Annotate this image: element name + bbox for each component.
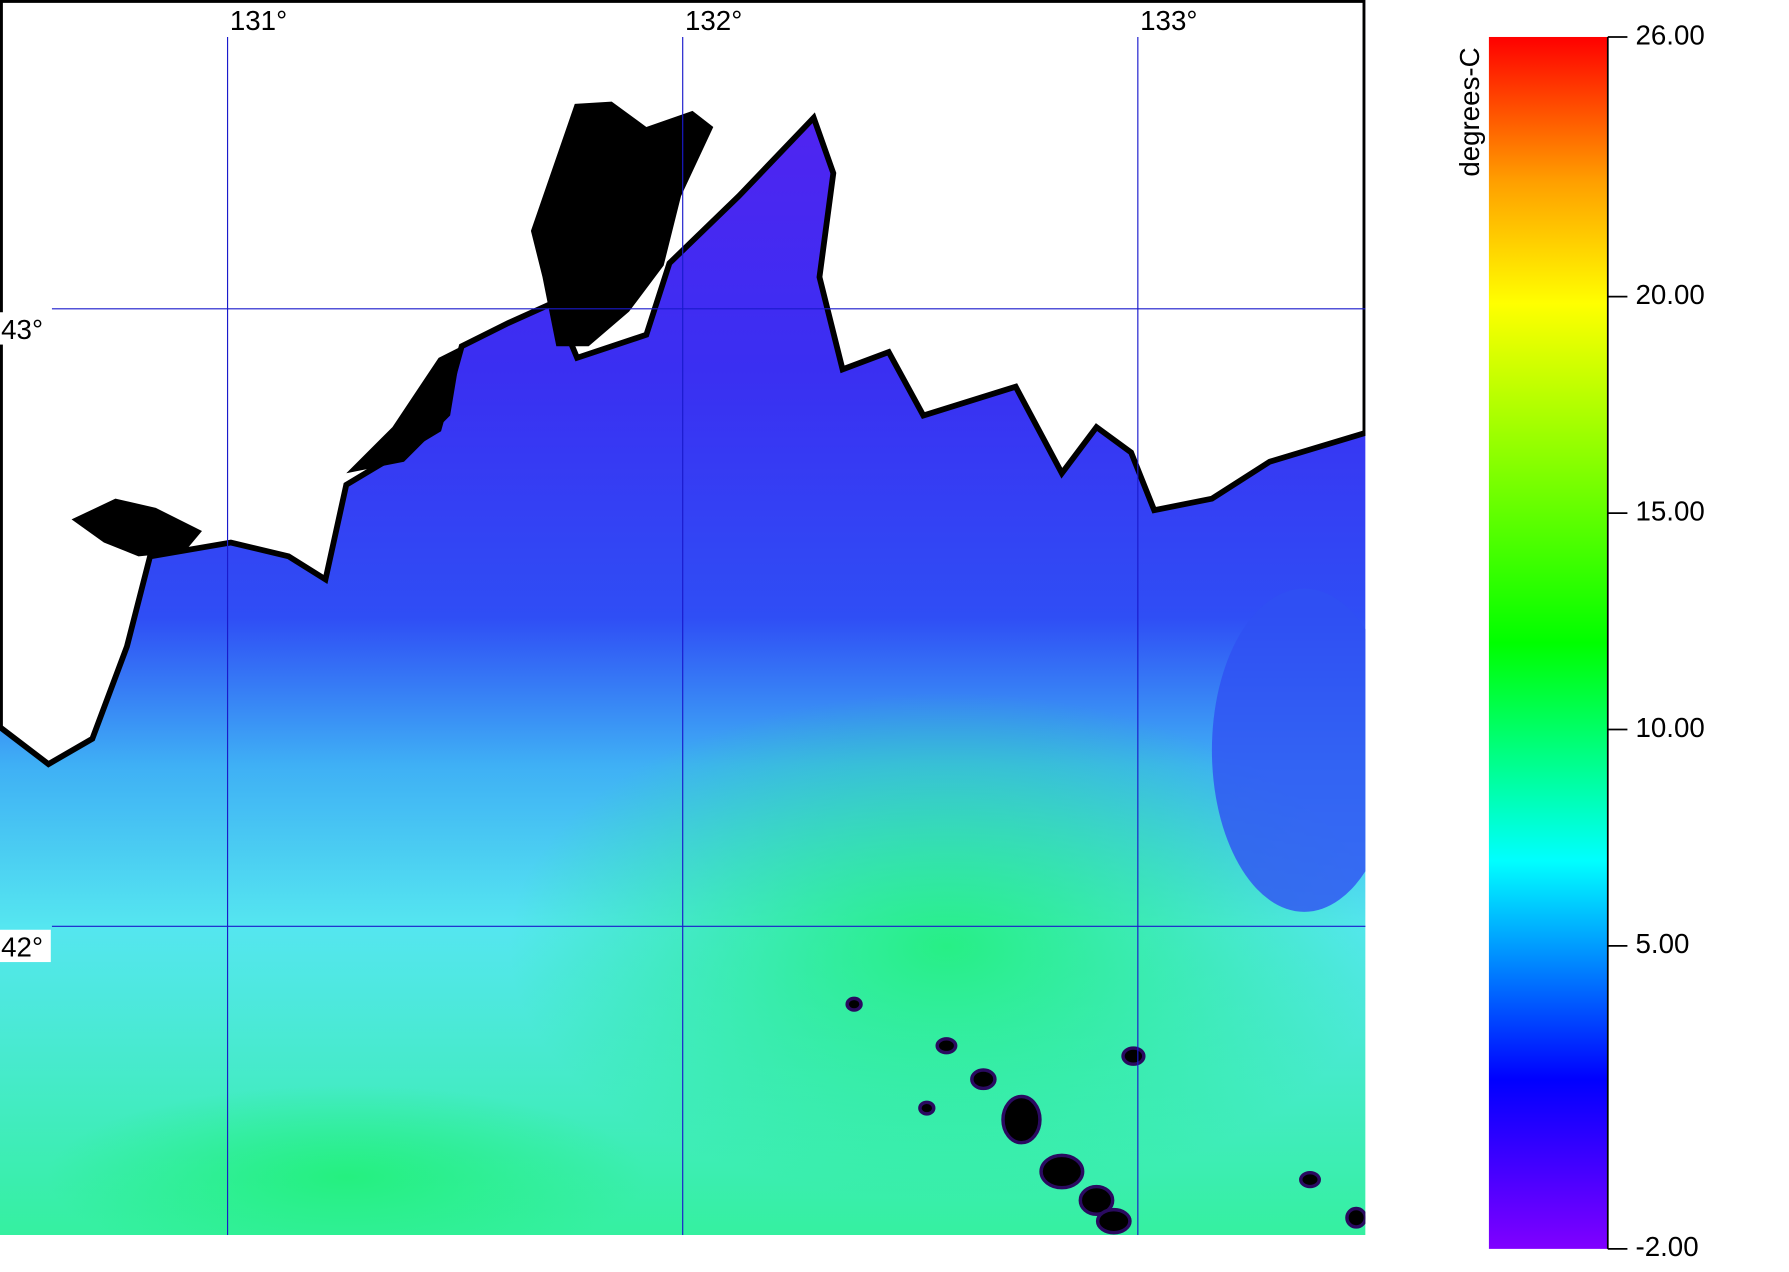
lat-label-bg xyxy=(0,929,51,963)
land-dark xyxy=(71,498,202,557)
lon-label: 132° xyxy=(685,5,742,36)
colorbar-tick-label: 20.00 xyxy=(1635,279,1704,310)
colorbar-tick-label: 26.00 xyxy=(1635,19,1704,50)
colorbar-tick-label: 5.00 xyxy=(1635,928,1689,959)
clouds xyxy=(845,996,1366,1235)
lon-label: 131° xyxy=(230,5,287,36)
colorbar-tick-label: 15.00 xyxy=(1635,495,1704,526)
warm-region xyxy=(46,1085,647,1236)
lon-label: 133° xyxy=(1140,5,1197,36)
colorbar-tick-label: -2.00 xyxy=(1635,1231,1698,1262)
land-dark xyxy=(530,101,714,347)
sst-image xyxy=(0,0,1366,1236)
lat-label-bg xyxy=(0,312,51,345)
lat-label: 43° xyxy=(1,314,43,345)
colorbar xyxy=(1488,36,1608,1249)
cool-eddy xyxy=(1211,588,1366,912)
land-dark xyxy=(346,346,462,474)
lat-label: 42° xyxy=(1,931,43,962)
land xyxy=(0,0,1366,768)
colorbar-label: degrees-C xyxy=(1454,47,1485,176)
warm-region xyxy=(507,692,1366,1201)
colorbar-tick-label: 10.00 xyxy=(1635,712,1704,743)
